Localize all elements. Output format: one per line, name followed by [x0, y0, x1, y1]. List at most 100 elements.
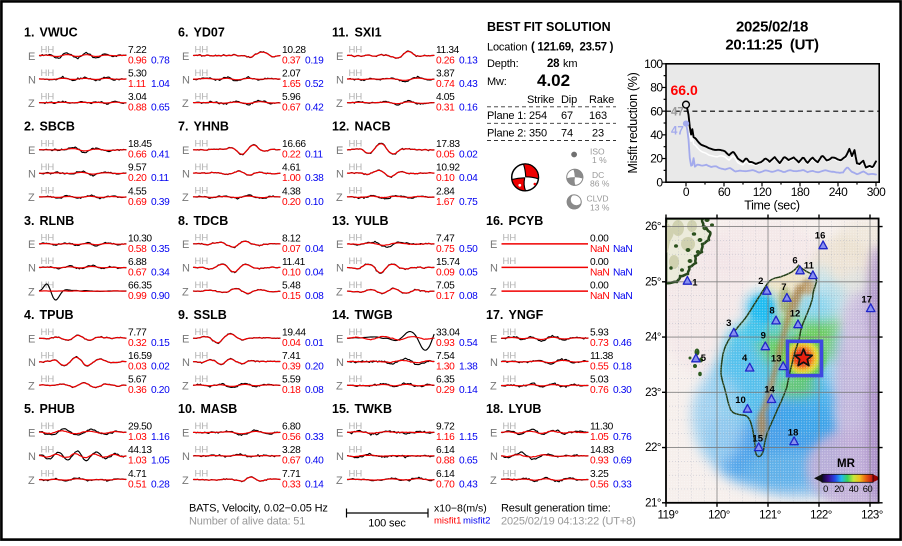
svg-text:HH: HH [41, 68, 55, 79]
svg-text:0.43: 0.43 [459, 479, 478, 490]
svg-text:14.: 14. [332, 308, 349, 322]
svg-text:20:11:25 (UT): 20:11:25 (UT) [725, 37, 819, 54]
svg-text:17: 17 [861, 294, 872, 305]
svg-text:Z: Z [182, 192, 189, 204]
svg-text:HH: HH [195, 350, 209, 361]
svg-text:14: 14 [764, 384, 775, 395]
svg-text:4.38: 4.38 [282, 186, 301, 197]
svg-text:N: N [182, 451, 190, 463]
svg-text:Z: Z [336, 475, 343, 487]
svg-text:Z: Z [28, 381, 35, 393]
svg-text:67: 67 [561, 110, 573, 122]
svg-text:0.67: 0.67 [282, 103, 301, 114]
svg-text:0.10: 0.10 [282, 267, 301, 278]
svg-text:11.38: 11.38 [590, 351, 614, 362]
svg-text:BATS, Velocity, 0.02−0.05 Hz: BATS, Velocity, 0.02−0.05 Hz [189, 503, 328, 515]
svg-text:Depth:: Depth: [487, 58, 519, 70]
svg-text:MASB: MASB [201, 402, 238, 416]
svg-text:0: 0 [823, 484, 828, 494]
svg-text:0.33: 0.33 [282, 479, 301, 490]
svg-text:E: E [182, 428, 189, 440]
svg-text:0.07: 0.07 [282, 244, 301, 255]
svg-text:HH: HH [41, 468, 55, 479]
svg-text:0: 0 [656, 175, 663, 189]
svg-text:11.34: 11.34 [436, 45, 460, 56]
svg-text:60: 60 [863, 484, 873, 494]
svg-text:0.90: 0.90 [151, 291, 170, 302]
svg-text:E: E [182, 333, 189, 345]
svg-text:Z: Z [336, 286, 343, 298]
svg-text:0.74: 0.74 [436, 79, 455, 90]
svg-text:16.: 16. [486, 214, 503, 228]
svg-text:44.13: 44.13 [128, 445, 152, 456]
svg-text:E: E [28, 145, 35, 157]
svg-text:0.88: 0.88 [436, 456, 455, 467]
svg-text:0.18: 0.18 [282, 385, 301, 396]
svg-text:HH: HH [349, 280, 363, 291]
svg-text:E: E [28, 239, 35, 251]
svg-text:11.: 11. [332, 25, 349, 39]
svg-text:11: 11 [804, 260, 815, 271]
svg-text:5.93: 5.93 [590, 328, 609, 339]
svg-text:1.38: 1.38 [459, 362, 478, 373]
svg-text:0.54: 0.54 [459, 338, 478, 349]
svg-text:E: E [182, 145, 189, 157]
svg-text:0.04: 0.04 [459, 173, 478, 184]
svg-text:3.04: 3.04 [128, 92, 147, 103]
svg-text:40: 40 [849, 484, 859, 494]
svg-text:1.30: 1.30 [436, 362, 455, 373]
svg-text:1.15: 1.15 [459, 432, 478, 443]
svg-text:4.: 4. [24, 308, 34, 322]
svg-text:10.30: 10.30 [128, 233, 152, 244]
svg-text:25°: 25° [645, 276, 661, 288]
svg-text:N: N [28, 357, 36, 369]
svg-text:6.: 6. [178, 25, 188, 39]
svg-text:N: N [28, 263, 36, 275]
svg-text:0.76: 0.76 [613, 432, 632, 443]
svg-text:E: E [336, 333, 343, 345]
svg-text:3.87: 3.87 [436, 68, 455, 79]
svg-text:0.65: 0.65 [151, 103, 170, 114]
svg-text:9: 9 [761, 331, 766, 342]
svg-text:N: N [336, 263, 344, 275]
svg-text:0.51: 0.51 [128, 479, 147, 490]
svg-text:LYUB: LYUB [509, 402, 542, 416]
svg-text:N: N [336, 74, 344, 86]
svg-text:0.43: 0.43 [459, 79, 478, 90]
svg-text:0.35: 0.35 [151, 244, 170, 255]
svg-text:9.72: 9.72 [436, 422, 455, 433]
svg-text:N: N [182, 169, 190, 181]
svg-text:6.80: 6.80 [282, 422, 301, 433]
svg-text:NaN: NaN [590, 267, 609, 278]
svg-text:0.15: 0.15 [151, 338, 170, 349]
svg-text:0.46: 0.46 [613, 338, 632, 349]
svg-text:0.39: 0.39 [151, 197, 170, 208]
svg-text:15.: 15. [332, 402, 349, 416]
svg-text:0.20: 0.20 [151, 385, 170, 396]
svg-text:1.: 1. [24, 25, 34, 39]
svg-text:0.69: 0.69 [128, 197, 147, 208]
svg-text:1.04: 1.04 [151, 79, 170, 90]
svg-text:E: E [28, 428, 35, 440]
svg-text:0.11: 0.11 [305, 150, 323, 161]
svg-text:0.32: 0.32 [128, 338, 147, 349]
svg-text:8.: 8. [178, 214, 188, 228]
svg-text:8.12: 8.12 [282, 233, 301, 244]
svg-text:Z: Z [28, 286, 35, 298]
svg-text:1.65: 1.65 [282, 79, 301, 90]
svg-text:E: E [182, 239, 189, 251]
svg-text:3.25: 3.25 [590, 469, 609, 480]
svg-text:YHNB: YHNB [194, 120, 229, 134]
svg-text:0.19: 0.19 [305, 55, 324, 66]
svg-text:47: 47 [671, 107, 684, 119]
svg-text:4.02: 4.02 [537, 71, 570, 90]
svg-text:N: N [28, 74, 36, 86]
svg-text:E: E [28, 51, 35, 63]
svg-text:4: 4 [742, 353, 748, 364]
svg-text:HH: HH [195, 162, 209, 173]
svg-text:DC: DC [592, 170, 604, 180]
svg-text:0.08: 0.08 [305, 291, 324, 302]
svg-text:7.71: 7.71 [282, 469, 301, 480]
svg-text:86 %: 86 % [590, 179, 610, 189]
svg-text:5.: 5. [24, 402, 34, 416]
